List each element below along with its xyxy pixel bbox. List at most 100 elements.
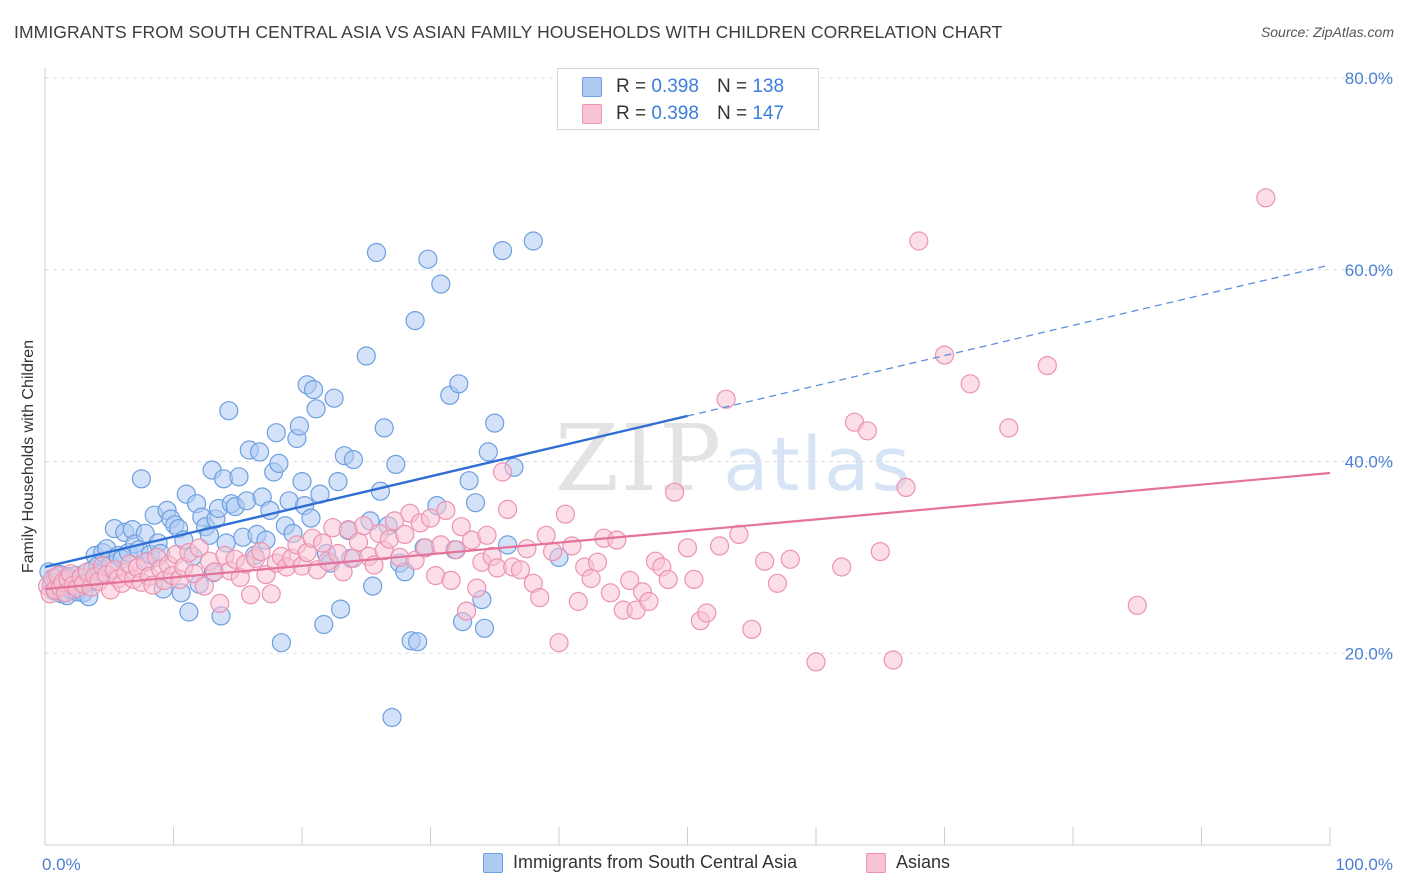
point-asians	[960, 374, 980, 394]
point-asians	[384, 511, 405, 531]
trend-lines	[44, 264, 1331, 591]
series-legend-pink[interactable]: Asians	[866, 852, 950, 873]
point-south-central-asia	[363, 576, 383, 596]
point-south-central-asia	[370, 481, 390, 501]
point-asians	[555, 504, 576, 524]
legend-swatch-pink	[866, 852, 886, 873]
point-south-central-asia	[250, 442, 270, 462]
trend-line-asians	[44, 471, 1331, 591]
stats-legend-row-blue: R = 0.398 N = 138	[582, 75, 784, 99]
point-south-central-asia	[271, 633, 291, 653]
y-tick-label: 80.0%	[1345, 69, 1393, 88]
point-asians	[909, 231, 929, 251]
point-south-central-asia	[199, 525, 220, 545]
point-asians	[581, 568, 601, 589]
trend-line-south-central-asia-projection	[687, 264, 1331, 417]
point-asians	[1256, 188, 1276, 208]
point-south-central-asia	[492, 241, 513, 261]
point-asians	[587, 552, 608, 572]
point-south-central-asia	[374, 418, 394, 438]
point-south-central-asia	[449, 374, 469, 394]
y-axis-title: Family Households with Children	[20, 340, 37, 573]
point-asians	[395, 524, 415, 545]
point-asians	[354, 516, 374, 536]
point-south-central-asia	[269, 453, 289, 473]
point-asians	[806, 652, 826, 672]
point-asians	[742, 619, 762, 639]
point-asians	[767, 573, 788, 593]
legend-r-value: 0.398	[651, 103, 699, 124]
point-asians	[999, 418, 1019, 438]
series-legend-blue[interactable]: Immigrants from South Central Asia	[483, 852, 797, 873]
point-asians	[436, 500, 456, 520]
point-asians	[1037, 356, 1057, 376]
point-asians	[542, 541, 563, 562]
point-asians	[194, 576, 214, 596]
point-south-central-asia	[431, 274, 451, 294]
point-asians	[189, 538, 209, 558]
legend-n-value: 138	[752, 76, 785, 97]
axes	[44, 68, 1331, 846]
point-asians	[451, 517, 471, 537]
legend-swatch-pink	[582, 104, 602, 124]
point-asians	[549, 633, 569, 653]
point-asians	[251, 541, 271, 562]
point-asians	[241, 585, 261, 605]
y-tick-label: 40.0%	[1345, 453, 1393, 472]
point-south-central-asia	[523, 231, 543, 251]
legend-swatch-blue	[483, 852, 503, 873]
watermark: ZIPatlas	[555, 405, 912, 512]
point-south-central-asia	[343, 450, 363, 470]
point-asians	[896, 477, 916, 497]
tick-labels: 20.0% 40.0% 60.0% 80.0% 0.0% 100.0% Family Hou…	[20, 69, 1393, 874]
point-south-central-asia	[386, 454, 406, 474]
point-south-central-asia	[306, 399, 326, 419]
point-asians	[467, 578, 487, 598]
legend-n-value: 147	[752, 103, 785, 124]
point-south-central-asia	[314, 614, 334, 635]
point-south-central-asia	[301, 508, 321, 528]
legend-swatch-blue	[582, 77, 602, 97]
point-south-central-asia	[304, 380, 324, 400]
point-asians	[697, 603, 717, 623]
chart-title: IMMIGRANTS FROM SOUTH CENTRAL ASIA VS AS…	[14, 22, 1003, 42]
point-asians	[441, 570, 461, 591]
point-south-central-asia	[408, 632, 428, 652]
point-south-central-asia	[498, 535, 518, 555]
point-asians	[210, 593, 230, 614]
point-south-central-asia	[405, 311, 425, 331]
point-asians	[780, 549, 800, 569]
point-asians	[857, 421, 878, 441]
point-south-central-asia	[485, 413, 505, 433]
series-legend-label: Asians	[896, 852, 951, 872]
legend-r-value: 0.398	[651, 76, 699, 97]
trend-line-south-central-asia	[44, 414, 688, 569]
point-south-central-asia	[229, 467, 249, 487]
x-tick-label-min: 0.0%	[42, 855, 81, 874]
legend-r-label: R =	[616, 76, 647, 97]
point-asians	[870, 541, 890, 562]
point-south-central-asia	[219, 401, 239, 421]
point-asians	[313, 533, 333, 553]
point-asians	[620, 570, 640, 591]
point-asians	[446, 540, 466, 560]
point-asians	[729, 524, 749, 545]
stats-legend-row-pink: R = 0.398 N = 147	[582, 102, 784, 126]
watermark-zip: ZIP	[555, 405, 724, 512]
point-south-central-asia	[179, 602, 199, 622]
point-asians	[684, 569, 704, 590]
point-asians	[456, 601, 477, 621]
point-asians	[492, 462, 513, 482]
point-asians	[517, 539, 537, 559]
point-asians	[677, 538, 698, 558]
point-asians	[709, 536, 730, 556]
point-south-central-asia	[289, 416, 309, 436]
point-asians	[600, 583, 621, 603]
point-south-central-asia	[331, 599, 351, 619]
point-south-central-asia	[356, 346, 376, 366]
point-asians	[261, 584, 281, 604]
point-asians	[664, 482, 685, 502]
point-asians	[530, 587, 550, 608]
point-asians	[754, 551, 775, 571]
